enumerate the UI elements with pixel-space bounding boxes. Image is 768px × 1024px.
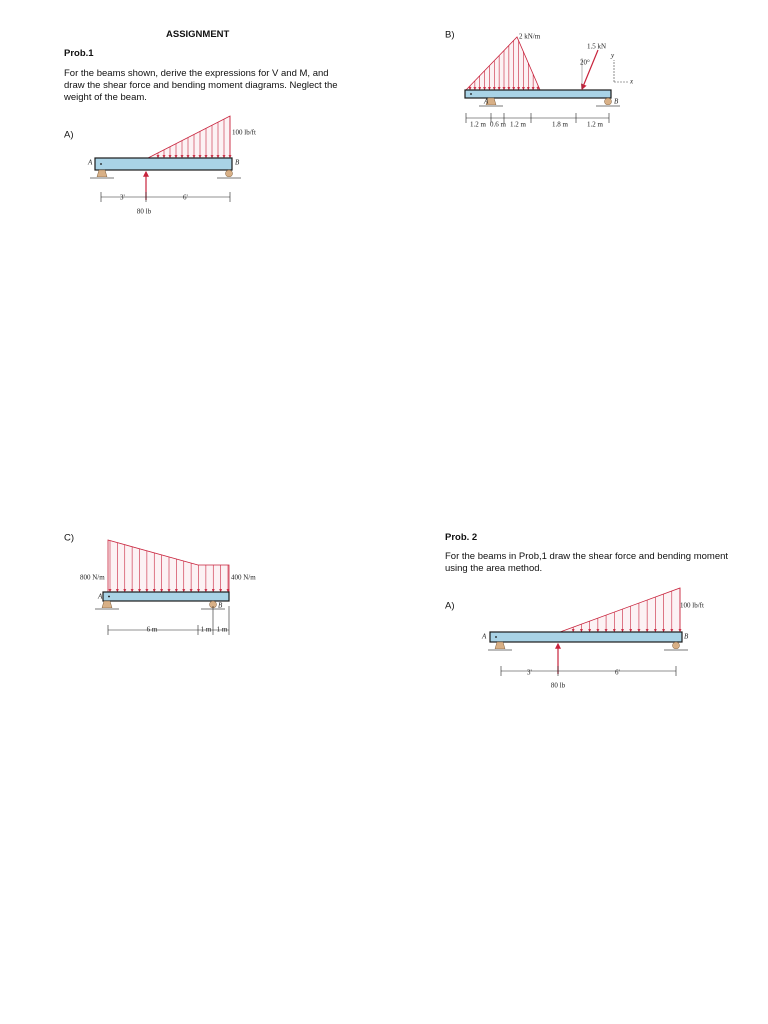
support-label: B — [235, 159, 240, 167]
problem-text: For the beams shown, derive the expressi… — [64, 68, 338, 103]
ground — [664, 649, 688, 651]
beam-pin-dot — [108, 595, 110, 598]
figure-label: C) — [64, 533, 74, 544]
pin-support — [96, 169, 108, 178]
distributed-load — [559, 587, 681, 633]
support-label: A — [483, 98, 489, 106]
ground — [95, 608, 119, 610]
dimension-label: 1.2 m — [470, 121, 487, 129]
force-label: 80 lb — [137, 208, 152, 216]
dimension-label: 3' — [120, 194, 125, 202]
beam — [102, 591, 230, 602]
dimension-label: 1 m — [201, 626, 212, 634]
figure-label: B) — [445, 30, 455, 41]
dimension-label: 1.8 m — [552, 121, 569, 129]
dimension-label: 0.6 m — [490, 121, 507, 129]
problem-title: Prob.1 — [64, 48, 94, 59]
dimension-label: 3' — [527, 669, 532, 677]
axis-label: y — [610, 52, 615, 60]
ground — [217, 177, 241, 179]
axis-label: x — [629, 78, 634, 86]
roller-support — [672, 641, 680, 650]
roller-support — [225, 169, 233, 178]
ground — [596, 105, 620, 107]
point-load — [581, 49, 599, 91]
load-label: 100 lb/ft — [232, 129, 256, 137]
roller-support — [604, 97, 612, 106]
distributed-load — [465, 36, 541, 91]
load-label: 800 N/m — [80, 574, 105, 582]
beam-pin-dot — [495, 636, 497, 638]
doc-title: ASSIGNMENT — [166, 29, 230, 40]
dimension-label: 6' — [183, 194, 188, 202]
support-label: B — [218, 602, 223, 610]
force-label: 1.5 kN — [587, 43, 606, 51]
problem-title: Prob. 2 — [445, 532, 478, 543]
load-label: 400 N/m — [231, 574, 256, 582]
dimension-label: 1.2 m — [510, 121, 527, 129]
support-label: A — [87, 159, 93, 167]
figure-label: A) — [64, 130, 74, 141]
dimension-label: 6' — [615, 669, 620, 677]
distributed-load — [107, 539, 230, 593]
support-label: B — [614, 98, 619, 106]
figure-label: A) — [445, 601, 455, 612]
dimension-label: 1.2 m — [587, 121, 604, 129]
beam-pin-dot — [470, 93, 472, 95]
pin-support — [101, 600, 113, 609]
dimension-label: 1 m — [217, 626, 228, 634]
support-label: A — [481, 633, 487, 641]
problem-text: For the beams in Prob,1 draw the shear f… — [445, 551, 729, 574]
force-label: 80 lb — [551, 682, 566, 690]
beam — [94, 157, 233, 171]
dimension-label: 6 m — [147, 626, 158, 634]
ground — [90, 177, 114, 179]
load-label: 100 lb/ft — [680, 602, 704, 610]
axes — [613, 60, 628, 83]
ground — [488, 649, 512, 651]
beam — [464, 89, 612, 99]
beam — [489, 631, 683, 643]
support-label: A — [97, 593, 103, 601]
support-label: B — [684, 633, 689, 641]
angle-label: 20° — [580, 59, 590, 67]
ground — [479, 105, 503, 107]
load-label: 2 kN/m — [519, 33, 541, 41]
beam-pin-dot — [100, 163, 102, 165]
pin-support — [494, 641, 506, 650]
